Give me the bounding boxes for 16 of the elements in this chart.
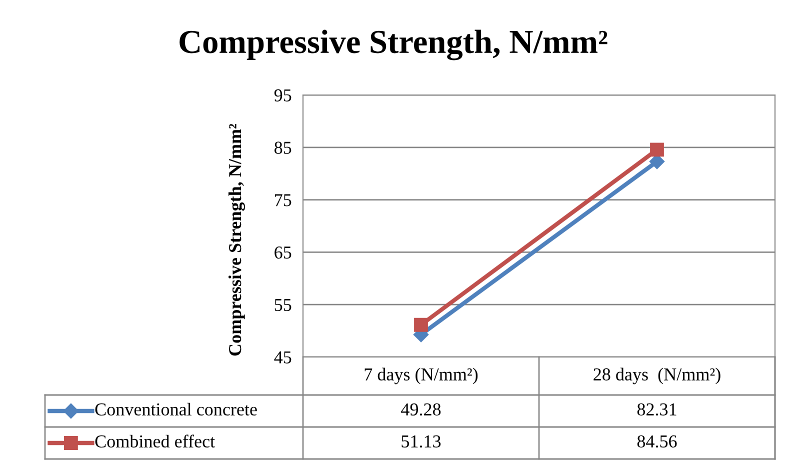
data-label: 49.28 (401, 403, 441, 416)
legend-label: Conventional concrete (95, 402, 257, 416)
legend-label: Combined effect (95, 434, 215, 448)
y-tick-label: 95 (274, 89, 292, 102)
data-label: 82.31 (637, 403, 676, 416)
y-axis-title: Compressive Strength, N/mm² (228, 124, 245, 356)
chart-title: Compressive Strength, N/mm² (180, 30, 608, 60)
y-tick-label: 55 (274, 299, 292, 312)
y-tick-label: 45 (274, 351, 292, 364)
y-tick-label: 85 (274, 142, 292, 154)
data-label: 51.13 (402, 435, 441, 448)
data-label: 84.56 (637, 435, 677, 448)
y-tick-label: 65 (274, 246, 292, 259)
x-tick-label: 7 days (N/mm²) (364, 368, 478, 384)
x-tick-label: 28 days (N/mm²) (594, 368, 720, 384)
y-tick-label: 75 (275, 194, 292, 206)
